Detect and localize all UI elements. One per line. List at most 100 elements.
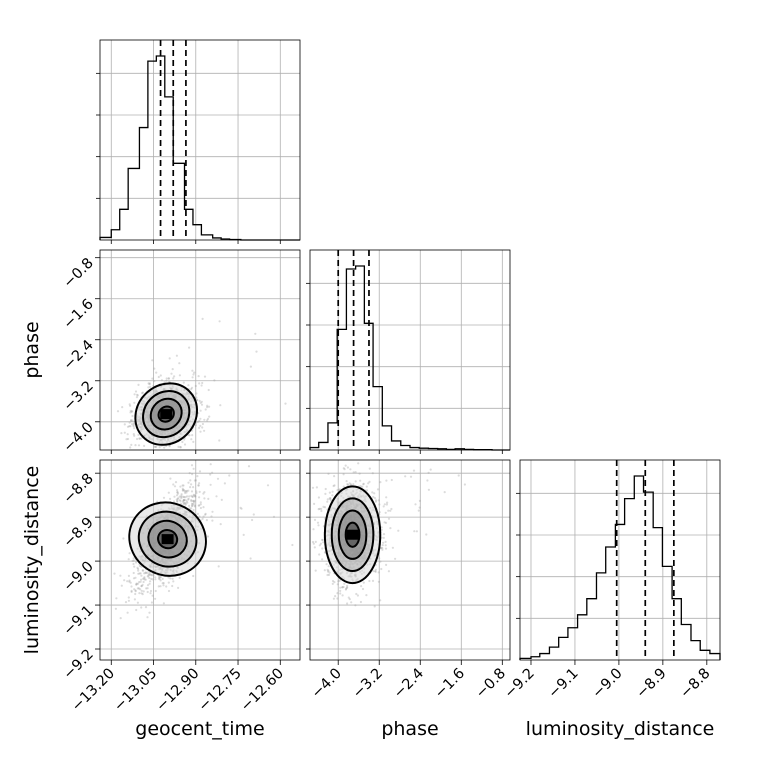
scatter-geocent_time-vs-luminosity_distance-frame — [99, 459, 301, 661]
sample-point — [346, 586, 349, 589]
scatter-geocent_time-vs-luminosity_distance — [99, 459, 301, 661]
sample-point — [368, 579, 371, 583]
sample-point — [136, 394, 139, 397]
sample-point — [354, 471, 357, 474]
sample-point — [184, 491, 187, 494]
ytick-label: −2.4 — [61, 337, 97, 373]
sample-point — [187, 497, 190, 500]
sample-point — [216, 477, 220, 480]
sample-point — [199, 417, 202, 420]
sample-point — [168, 445, 171, 448]
sample-point — [185, 489, 188, 493]
sample-point — [341, 586, 344, 589]
sample-point — [177, 497, 180, 500]
histogram-step-phase — [309, 265, 510, 451]
sample-point — [312, 542, 315, 545]
sample-point — [206, 404, 209, 407]
ytick-label: −4.0 — [61, 419, 97, 455]
sample-point — [168, 357, 171, 360]
sample-point — [328, 491, 331, 494]
sample-point — [348, 482, 351, 485]
sample-point — [409, 475, 413, 478]
sample-point — [357, 462, 360, 465]
sample-point — [132, 557, 135, 560]
sample-point — [133, 393, 136, 396]
sample-point — [128, 403, 131, 406]
sample-point — [203, 491, 206, 494]
sample-point — [131, 559, 134, 563]
sample-point — [203, 418, 206, 421]
sample-point — [414, 503, 417, 506]
sample-point — [219, 404, 222, 407]
sample-point — [384, 540, 387, 544]
sample-point — [130, 419, 133, 422]
sample-point — [223, 482, 226, 485]
sample-point — [165, 377, 168, 380]
sample-point — [151, 359, 154, 362]
sample-point — [133, 422, 136, 425]
sample-point — [377, 571, 380, 574]
sample-point — [201, 422, 204, 426]
sample-point — [135, 608, 138, 612]
sample-point — [372, 495, 375, 499]
sample-point — [188, 495, 191, 498]
sample-point — [178, 576, 181, 580]
sample-point — [136, 437, 139, 441]
xtick-label: −2.4 — [391, 666, 427, 702]
xtick-label: −4.0 — [309, 666, 345, 702]
sample-point — [199, 430, 202, 433]
sample-point — [154, 597, 157, 600]
sample-point — [387, 570, 390, 573]
sample-point — [362, 483, 365, 486]
sample-point — [333, 581, 336, 584]
sample-point — [122, 537, 125, 540]
sample-point — [183, 490, 186, 493]
sample-point — [175, 494, 179, 497]
sample-point — [120, 432, 123, 435]
contour-0.5-sigma — [157, 528, 179, 550]
sample-point — [169, 497, 172, 500]
sample-point — [190, 388, 193, 391]
sample-point — [149, 385, 152, 388]
sample-point — [161, 582, 164, 585]
sample-point — [378, 557, 381, 560]
sample-point — [387, 509, 390, 512]
sample-point — [167, 581, 170, 584]
sample-point — [190, 502, 194, 505]
sample-point — [341, 586, 344, 589]
sample-point — [184, 502, 187, 505]
sample-point — [138, 437, 141, 440]
sample-point — [127, 558, 130, 561]
sample-point — [373, 605, 376, 608]
sample-point — [184, 496, 187, 499]
sample-point — [342, 485, 345, 488]
sample-point — [346, 602, 349, 605]
contour-1-sigma — [149, 397, 183, 431]
sample-point — [215, 495, 218, 498]
histogram-geocent_time-frame — [99, 39, 301, 241]
sample-point — [132, 424, 135, 427]
sample-point — [143, 444, 146, 447]
sample-point — [196, 399, 199, 402]
sample-point — [196, 420, 199, 423]
sample-point — [380, 567, 383, 571]
sample-point — [142, 580, 145, 584]
sample-point — [182, 499, 185, 502]
sample-point — [114, 607, 117, 610]
sample-point — [205, 519, 208, 522]
sample-point — [345, 480, 348, 483]
sample-point — [127, 599, 130, 602]
sample-point — [179, 445, 182, 449]
sample-point — [161, 577, 164, 581]
sample-point — [378, 510, 381, 514]
sample-point — [218, 439, 221, 442]
sample-point — [147, 574, 150, 578]
sample-point — [371, 472, 374, 475]
sample-point — [249, 557, 252, 560]
sample-point — [375, 499, 378, 502]
sample-point — [382, 541, 385, 544]
sample-point — [145, 571, 149, 575]
sample-point — [131, 410, 134, 413]
sample-point — [192, 574, 195, 578]
sample-point — [219, 523, 222, 526]
